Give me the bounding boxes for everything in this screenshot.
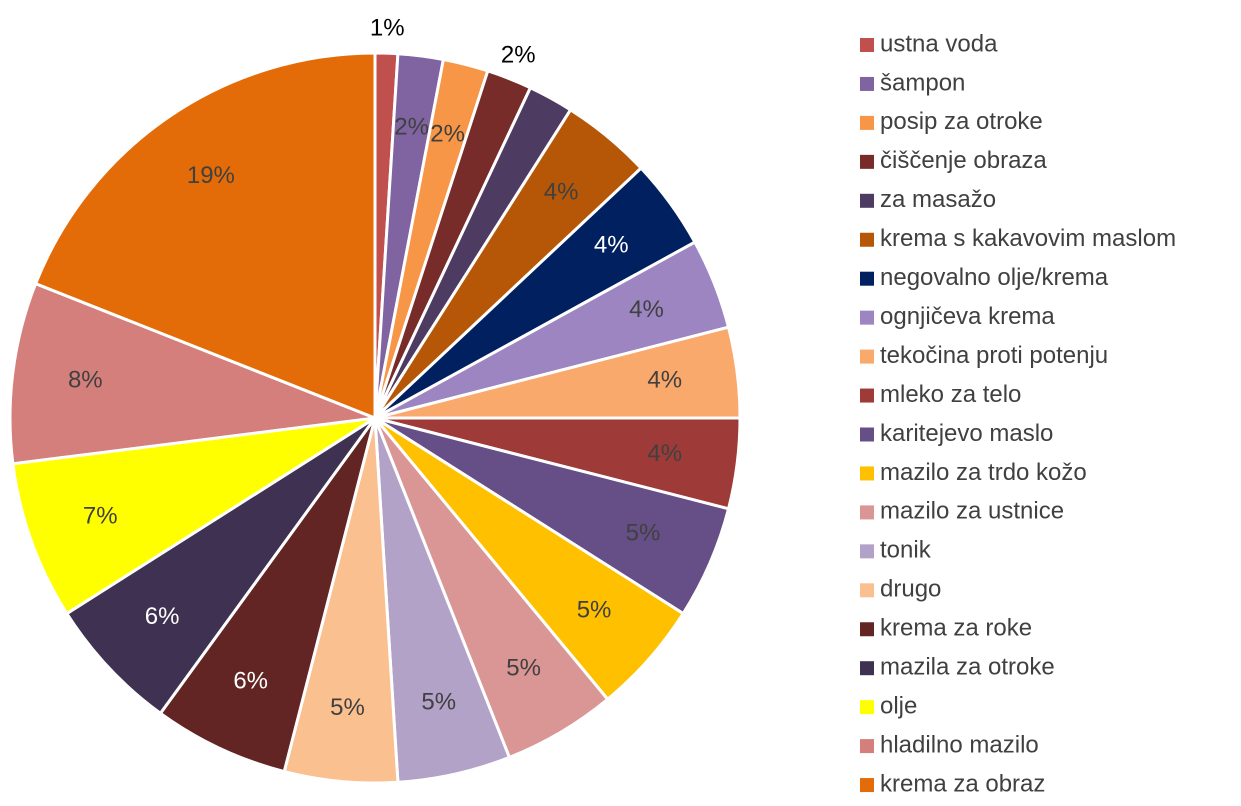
- legend-label: drugo: [880, 576, 941, 603]
- legend-swatch: [860, 778, 874, 793]
- pie-slice: [158, 417, 377, 774]
- legend-swatch: [860, 466, 874, 481]
- legend-label: šampon: [880, 69, 965, 96]
- data-label: 6%: [233, 668, 268, 695]
- data-label: 6%: [145, 603, 180, 630]
- pie-slice: [11, 416, 376, 616]
- data-label: 5%: [626, 519, 661, 546]
- legend-label: ustna voda: [880, 30, 998, 57]
- legend-label: olje: [880, 692, 917, 719]
- data-label: 4%: [629, 296, 664, 323]
- legend-swatch: [860, 349, 874, 364]
- legend-swatch: [860, 38, 874, 52]
- legend-label: posip za otroke: [880, 108, 1043, 135]
- legend-swatch: [860, 193, 874, 208]
- data-label: 2%: [501, 42, 536, 69]
- legend-label: krema za obraz: [880, 770, 1045, 797]
- legend-label: mleko za telo: [880, 381, 1021, 408]
- legend-swatch: [860, 271, 874, 286]
- legend-label: krema s kakavovim maslom: [880, 225, 1176, 252]
- data-label: 4%: [594, 232, 629, 259]
- data-label: 4%: [647, 440, 682, 467]
- legend-swatch: [860, 622, 874, 637]
- pie-slice: [33, 51, 377, 421]
- legend-label: mazilo za ustnice: [880, 498, 1064, 525]
- data-label: 8%: [68, 367, 103, 394]
- legend-swatch: [860, 739, 874, 754]
- data-label: 5%: [421, 688, 456, 715]
- legend-swatch: [860, 388, 874, 403]
- legend-label: karitejevo maslo: [880, 420, 1053, 447]
- legend-label: čiščenje obraza: [880, 147, 1047, 174]
- legend-swatch: [860, 544, 874, 559]
- legend-swatch: [860, 505, 874, 520]
- data-label: 5%: [577, 596, 612, 623]
- legend-label: negovalno olje/krema: [880, 264, 1109, 291]
- data-label: 7%: [83, 502, 118, 529]
- legend-swatch: [860, 427, 874, 442]
- legend-swatch: [860, 232, 874, 247]
- legend-swatch: [860, 700, 874, 715]
- legend-label: tekočina proti potenju: [880, 342, 1108, 369]
- legend-label: ognjičeva krema: [880, 303, 1055, 330]
- legend-label: mazilo za trdo kožo: [880, 459, 1087, 486]
- legend-swatch: [860, 661, 874, 676]
- legend-label: tonik: [880, 537, 932, 564]
- data-label: 2%: [430, 121, 465, 148]
- data-label: 2%: [394, 114, 429, 141]
- legend-label: mazila za otroke: [880, 654, 1055, 681]
- legend-swatch: [860, 154, 874, 169]
- pie-slice: [64, 416, 377, 716]
- legend-swatch: [860, 310, 874, 325]
- legend-swatch: [860, 583, 874, 598]
- pie-slice: [8, 281, 376, 466]
- legend-label: krema za roke: [880, 615, 1032, 642]
- data-label: 4%: [544, 178, 579, 205]
- legend-swatch: [860, 115, 874, 130]
- legend-swatch: [860, 76, 874, 91]
- legend-label: za masažo: [880, 186, 996, 213]
- data-label: 1%: [370, 15, 405, 42]
- legend-label: hladilno mazilo: [880, 731, 1039, 758]
- data-label: 19%: [187, 162, 235, 189]
- data-label: 5%: [506, 655, 541, 682]
- data-label: 4%: [647, 367, 682, 394]
- data-label: 5%: [330, 694, 365, 721]
